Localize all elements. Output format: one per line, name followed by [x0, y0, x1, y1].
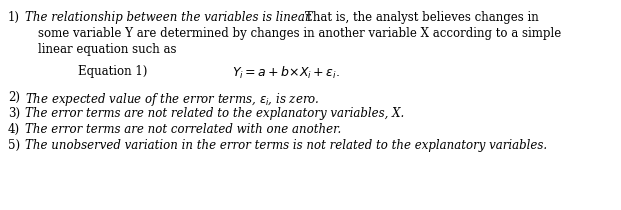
- Text: 3): 3): [8, 107, 20, 120]
- Text: some variable Y are determined by changes in another variable X according to a s: some variable Y are determined by change…: [38, 27, 561, 40]
- Text: That is, the analyst believes changes in: That is, the analyst believes changes in: [305, 11, 539, 24]
- Text: The unobserved variation in the error terms is not related to the explanatory va: The unobserved variation in the error te…: [25, 139, 547, 152]
- Text: The relationship between the variables is linear.: The relationship between the variables i…: [25, 11, 313, 24]
- Text: The error terms are not correlated with one another.: The error terms are not correlated with …: [25, 123, 342, 136]
- Text: 4): 4): [8, 123, 20, 136]
- Text: Equation 1): Equation 1): [78, 65, 147, 78]
- Text: The error terms are not related to the explanatory variables, X.: The error terms are not related to the e…: [25, 107, 404, 120]
- Text: 2): 2): [8, 91, 20, 104]
- Text: $Y_i = a + b{\times}X_i + \varepsilon_i.$: $Y_i = a + b{\times}X_i + \varepsilon_i.…: [232, 65, 340, 81]
- Text: 5): 5): [8, 139, 20, 152]
- Text: The expected value of the error terms, $\varepsilon_i$, is zero.: The expected value of the error terms, $…: [25, 91, 320, 108]
- Text: 1): 1): [8, 11, 20, 24]
- Text: linear equation such as: linear equation such as: [38, 43, 176, 56]
